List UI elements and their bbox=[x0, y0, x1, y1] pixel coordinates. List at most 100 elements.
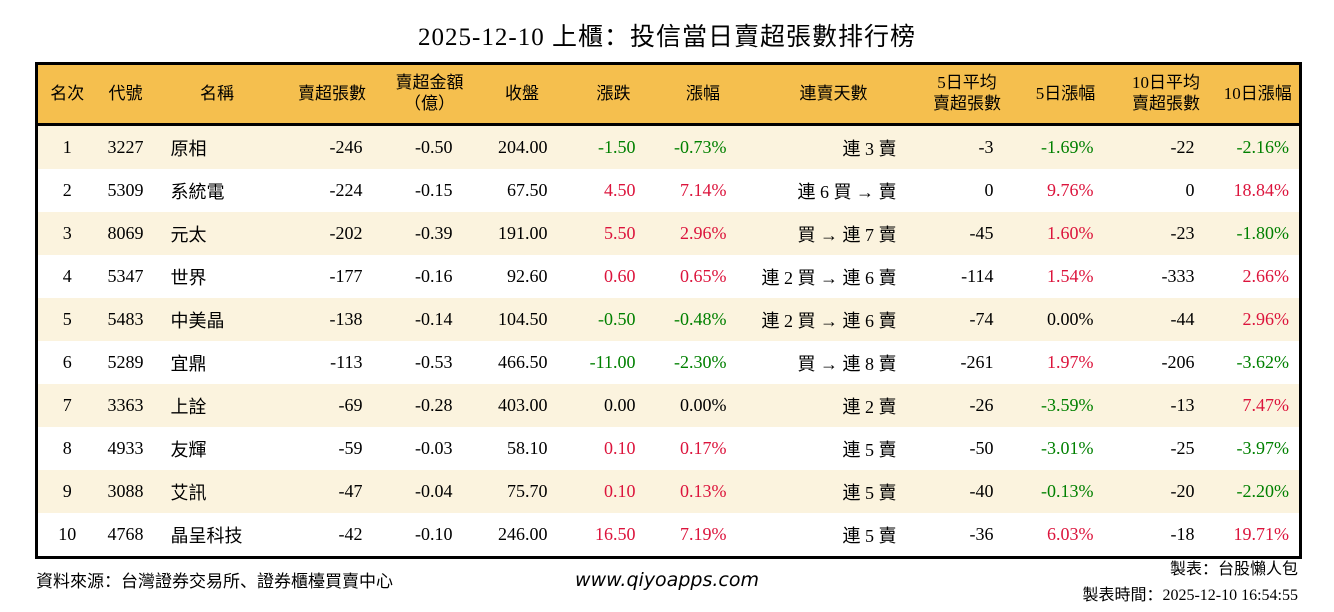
rank-cell: 7 bbox=[62, 395, 72, 415]
avg5-volume-header: 5日平均 賣超張數 bbox=[918, 63, 1016, 126]
code-cell: 4933 bbox=[107, 438, 144, 458]
avg5-volume-cell: -261 bbox=[960, 352, 994, 372]
maker-block: 製表：台股懶人包 製表時間：2025-12-10 16:54:55 bbox=[1082, 557, 1298, 610]
rank-cell: 9 bbox=[62, 481, 72, 501]
change-pct-cell: -2.30% bbox=[674, 352, 727, 372]
name-cell: 艾訊 bbox=[170, 482, 207, 503]
name-cell: 世界 bbox=[170, 267, 207, 288]
sell-amount-cell: -0.16 bbox=[415, 266, 453, 286]
code-cell: 4768 bbox=[107, 524, 144, 544]
code-cell: 5289 bbox=[107, 352, 144, 372]
table-row: 7 3363 上詮 -69 -0.28 403.00 0.00 0.00% 連 2 賣 -26 -3… bbox=[36, 384, 1301, 427]
avg5-volume-cell: -50 bbox=[969, 438, 994, 458]
pct10-cell: 2.66% bbox=[1242, 266, 1290, 286]
avg10-volume-cell: -206 bbox=[1161, 352, 1195, 372]
pct5-cell: 1.54% bbox=[1047, 266, 1094, 286]
pct10-header: 10日漲幅 bbox=[1216, 63, 1301, 126]
table-row: 3 8069 元太 -202 -0.39 191.00 5.50 2.96% 買 → 連 7 賣… bbox=[36, 212, 1301, 255]
close-cell: 466.50 bbox=[498, 352, 548, 372]
rank-cell: 5 bbox=[62, 309, 72, 329]
rank-cell: 10 bbox=[58, 524, 77, 544]
sell-amount-cell: -0.03 bbox=[415, 438, 453, 458]
rank-cell: 2 bbox=[62, 180, 72, 200]
close-cell: 75.70 bbox=[507, 481, 548, 501]
pct10-cell: -3.62% bbox=[1236, 352, 1290, 372]
streak-cell: 連 5 賣 bbox=[842, 482, 897, 503]
pct5-cell: 9.76% bbox=[1047, 180, 1094, 200]
avg10-volume-cell: -22 bbox=[1170, 137, 1195, 157]
change-pct-cell: 7.19% bbox=[680, 524, 727, 544]
change-cell: 4.50 bbox=[604, 180, 636, 200]
change-pct-cell: 7.14% bbox=[680, 180, 727, 200]
change-cell: -11.00 bbox=[589, 352, 636, 372]
sell-amount-header: 賣超金額 （億） bbox=[384, 63, 475, 126]
close-cell: 104.50 bbox=[498, 309, 548, 329]
made-time-note: 製表時間：2025-12-10 16:54:55 bbox=[1082, 587, 1298, 605]
sell-volume-header: 賣超張數 bbox=[279, 63, 385, 126]
sell-volume-cell: -69 bbox=[338, 395, 363, 415]
streak-cell: 連 2 買 → 連 6 賣 bbox=[761, 267, 897, 288]
change-header: 漲跌 bbox=[569, 63, 658, 126]
avg10-volume-cell: -13 bbox=[1170, 395, 1195, 415]
page-title: 2025-12-10 上櫃：投信當日賣超張數排行榜 bbox=[418, 24, 916, 51]
sell-volume-cell: -202 bbox=[329, 223, 363, 243]
pct5-cell: 1.97% bbox=[1047, 352, 1094, 372]
change-pct-cell: -0.48% bbox=[674, 309, 727, 329]
code-cell: 3088 bbox=[107, 481, 144, 501]
code-cell: 3363 bbox=[107, 395, 144, 415]
code-cell: 5309 bbox=[107, 180, 144, 200]
ranking-board: 名次 代號 名稱 賣超張數 賣超金額 （億） 收盤 漲跌 漲幅 連賣天數 5日平均 賣超張數 5日漲幅 1… bbox=[35, 62, 1302, 559]
change-cell: 0.10 bbox=[604, 438, 636, 458]
pct10-cell: 18.84% bbox=[1233, 180, 1290, 200]
code-header: 代號 bbox=[96, 63, 155, 126]
avg5-volume-cell: -36 bbox=[969, 524, 994, 544]
pct5-cell: -3.59% bbox=[1041, 395, 1094, 415]
change-pct-cell: 0.17% bbox=[680, 438, 727, 458]
avg10-volume-cell: -25 bbox=[1170, 438, 1195, 458]
table-row: 1 3227 原相 -246 -0.50 204.00 -1.50 -0.73% 連 3 賣 -3… bbox=[36, 124, 1301, 169]
avg10-volume-cell: -333 bbox=[1161, 266, 1195, 286]
change-pct-header: 漲幅 bbox=[657, 63, 749, 126]
code-cell: 5483 bbox=[107, 309, 144, 329]
close-header: 收盤 bbox=[474, 63, 570, 126]
avg10-volume-header: 10日平均 賣超張數 bbox=[1115, 63, 1217, 126]
change-pct-cell: 0.00% bbox=[680, 395, 727, 415]
close-cell: 58.10 bbox=[507, 438, 548, 458]
code-cell: 3227 bbox=[107, 137, 144, 157]
pct5-header: 5日漲幅 bbox=[1015, 63, 1116, 126]
sell-amount-cell: -0.28 bbox=[415, 395, 453, 415]
table-row: 2 5309 系統電 -224 -0.15 67.50 4.50 7.14% 連 6 買 → 賣… bbox=[36, 169, 1301, 212]
change-cell: 0.60 bbox=[604, 266, 636, 286]
change-pct-cell: -0.73% bbox=[674, 137, 727, 157]
table-row: 6 5289 宜鼎 -113 -0.53 466.50 -11.00 -2.30% 買 → 連 … bbox=[36, 341, 1301, 384]
table-row: 5 5483 中美晶 -138 -0.14 104.50 -0.50 -0.48% 連 2 買 … bbox=[36, 298, 1301, 341]
sell-amount-cell: -0.15 bbox=[415, 180, 453, 200]
change-pct-cell: 0.65% bbox=[680, 266, 727, 286]
table-row: 10 4768 晶呈科技 -42 -0.10 246.00 16.50 7.19% 連 5 賣 -… bbox=[36, 513, 1301, 558]
sell-volume-cell: -224 bbox=[329, 180, 363, 200]
rank-cell: 3 bbox=[62, 223, 72, 243]
sell-volume-cell: -42 bbox=[338, 524, 363, 544]
sell-volume-cell: -246 bbox=[329, 137, 363, 157]
close-cell: 67.50 bbox=[507, 180, 548, 200]
streak-cell: 連 5 賣 bbox=[842, 525, 897, 546]
name-cell: 中美晶 bbox=[170, 310, 225, 331]
sell-volume-cell: -113 bbox=[330, 352, 363, 372]
code-cell: 8069 bbox=[107, 223, 144, 243]
streak-cell: 連 3 賣 bbox=[842, 138, 897, 159]
name-cell: 友輝 bbox=[170, 439, 207, 460]
change-cell: 16.50 bbox=[595, 524, 636, 544]
pct10-cell: 19.71% bbox=[1233, 524, 1290, 544]
pct10-cell: -2.20% bbox=[1236, 481, 1290, 501]
close-cell: 191.00 bbox=[498, 223, 548, 243]
ranking-table: 名次 代號 名稱 賣超張數 賣超金額 （億） 收盤 漲跌 漲幅 連賣天數 5日平均 賣超張數 5日漲幅 1… bbox=[35, 62, 1302, 559]
avg5-volume-cell: -40 bbox=[969, 481, 994, 501]
change-pct-cell: 0.13% bbox=[680, 481, 727, 501]
change-cell: 0.10 bbox=[604, 481, 636, 501]
table-row: 9 3088 艾訊 -47 -0.04 75.70 0.10 0.13% 連 5 賣 -40 -0.… bbox=[36, 470, 1301, 513]
streak-cell: 買 → 連 7 賣 bbox=[797, 224, 897, 245]
name-cell: 原相 bbox=[170, 138, 207, 159]
streak-cell: 連 5 賣 bbox=[842, 439, 897, 460]
pct5-cell: -1.69% bbox=[1041, 137, 1094, 157]
name-cell: 晶呈科技 bbox=[170, 525, 243, 546]
